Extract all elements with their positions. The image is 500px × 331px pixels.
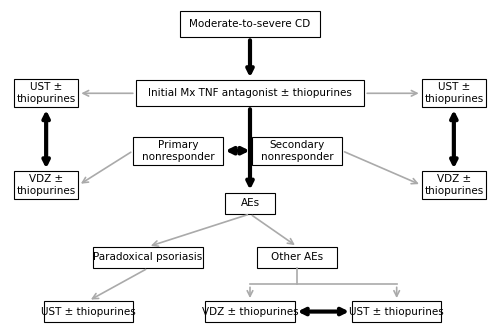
FancyBboxPatch shape xyxy=(252,137,342,165)
Text: Secondary
nonresponder: Secondary nonresponder xyxy=(261,140,334,162)
FancyBboxPatch shape xyxy=(422,171,486,199)
Text: Other AEs: Other AEs xyxy=(271,253,324,262)
FancyBboxPatch shape xyxy=(133,137,222,165)
FancyBboxPatch shape xyxy=(180,11,320,37)
Text: AEs: AEs xyxy=(240,198,260,208)
FancyBboxPatch shape xyxy=(136,80,364,107)
FancyBboxPatch shape xyxy=(352,301,442,322)
Text: Primary
nonresponder: Primary nonresponder xyxy=(142,140,214,162)
FancyBboxPatch shape xyxy=(258,247,337,268)
FancyBboxPatch shape xyxy=(422,79,486,107)
FancyBboxPatch shape xyxy=(225,193,275,214)
Text: VDZ ±
thiopurines: VDZ ± thiopurines xyxy=(16,174,76,196)
Text: UST ± thiopurines: UST ± thiopurines xyxy=(350,307,444,316)
FancyBboxPatch shape xyxy=(206,301,295,322)
Text: VDZ ±
thiopurines: VDZ ± thiopurines xyxy=(424,174,484,196)
FancyBboxPatch shape xyxy=(14,79,78,107)
Text: Initial Mx TNF antagonist ± thiopurines: Initial Mx TNF antagonist ± thiopurines xyxy=(148,88,352,98)
Text: Paradoxical psoriasis: Paradoxical psoriasis xyxy=(94,253,202,262)
Text: UST ± thiopurines: UST ± thiopurines xyxy=(41,307,136,316)
FancyBboxPatch shape xyxy=(14,171,78,199)
Text: UST ±
thiopurines: UST ± thiopurines xyxy=(424,82,484,104)
FancyBboxPatch shape xyxy=(94,247,203,268)
Text: UST ±
thiopurines: UST ± thiopurines xyxy=(16,82,76,104)
Text: VDZ ± thiopurines: VDZ ± thiopurines xyxy=(202,307,298,316)
Text: Moderate-to-severe CD: Moderate-to-severe CD xyxy=(190,20,310,29)
FancyBboxPatch shape xyxy=(44,301,133,322)
